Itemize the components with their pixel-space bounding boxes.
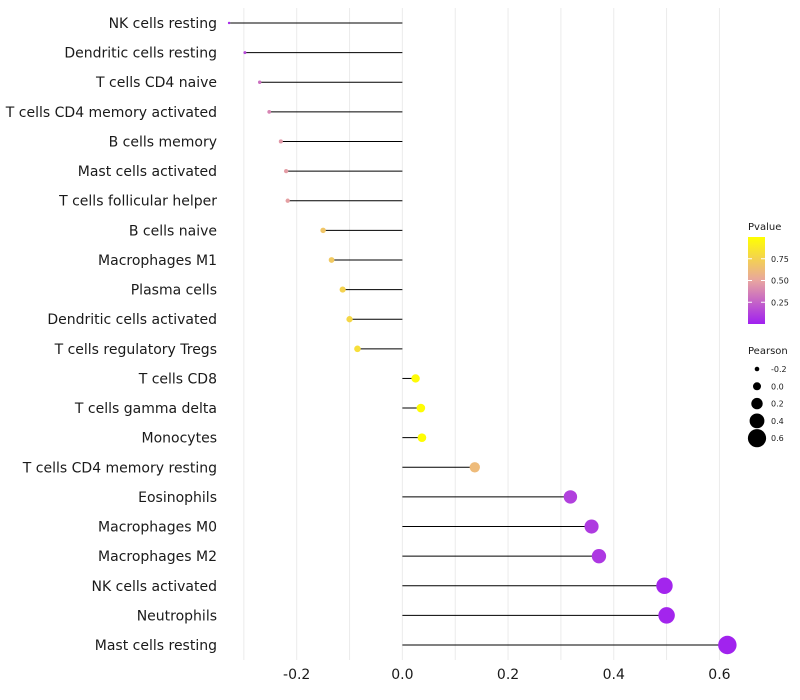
pvalue-legend: Pvalue 0.25 0.50 0.75 [748,222,789,324]
pearson-legend-key [747,429,767,448]
category-label: T cells CD4 memory activated [5,105,217,121]
grid-layer [243,8,720,660]
lollipop-dot [339,286,346,293]
category-labels: NK cells resting Dendritic cells resting T… [5,16,217,654]
pearson-legend-key [749,413,765,429]
category-label: Monocytes [142,431,217,447]
x-axis-ticks: -0.2 0.0 0.2 0.4 0.6 [283,667,731,683]
pearson-legend-label: 0.6 [771,434,784,443]
category-label: Dendritic cells resting [64,46,217,62]
pearson-legend-title: Pearson [748,346,788,357]
lollipop-dot [591,548,607,564]
lollipop-dot [328,257,335,263]
lollipop-dot [656,577,673,595]
category-label: Mast cells resting [95,638,217,654]
lollipop-dot [411,374,420,383]
pearson-legend-key [751,397,763,410]
pvalue-legend-title: Pvalue [748,222,781,233]
x-tick-label: 0.6 [708,667,730,683]
lollipop-dot [584,519,599,534]
lollipop-dot [283,168,289,174]
pearson-legend-label: -0.2 [771,365,787,374]
pvalue-legend-label: 0.50 [771,277,789,286]
category-label: T cells follicular helper [58,194,217,210]
lollipop-dot [563,490,578,504]
lollipop-dot [285,198,290,203]
category-label: Macrophages M2 [98,549,217,565]
category-label: Eosinophils [138,490,217,506]
category-label: NK cells activated [92,579,217,595]
category-label: B cells memory [109,134,217,150]
lollipop-dot [278,139,283,144]
pvalue-legend-label: 0.75 [771,255,789,264]
lollipop-dot [257,80,262,84]
pearson-legend: Pearson -0.2 0.0 0.2 0.4 0.6 [747,346,788,448]
category-label: Plasma cells [131,283,217,299]
category-label: Macrophages M0 [98,520,217,536]
lollipop-dot [658,607,675,624]
stem-layer [229,22,728,646]
category-label: Mast cells activated [78,164,217,180]
lollipop-dot [416,403,426,413]
x-tick-label: 0.4 [603,667,625,683]
category-label: T cells CD4 naive [95,75,217,91]
lollipop-dot [718,635,737,655]
lollipop-dot [469,462,480,473]
category-label: T cells regulatory Tregs [54,342,217,358]
lollipop-dot [354,345,361,353]
x-tick-label: 0.2 [497,667,519,683]
category-label: B cells naive [129,223,217,239]
lollipop-dot [417,433,427,442]
pvalue-legend-label: 0.25 [771,298,789,307]
x-tick-label: -0.2 [283,667,310,683]
category-label: T cells CD8 [138,371,217,387]
category-label: T cells gamma delta [74,401,217,417]
pearson-legend-key [754,366,760,372]
pvalue-colorbar [748,237,765,324]
x-tick-label: 0.0 [391,667,413,683]
pearson-legend-label: 0.2 [771,400,784,409]
pearson-legend-label: 0.4 [771,417,784,426]
dot-layer [227,21,737,655]
category-label: Macrophages M1 [98,253,217,269]
lollipop-dot [346,316,353,323]
category-label: Neutrophils [137,608,217,624]
category-label: NK cells resting [109,16,217,32]
category-label: T cells CD4 memory resting [22,460,217,476]
lollipop-dot [267,109,272,114]
category-label: Dendritic cells activated [47,312,217,328]
pearson-legend-key [752,382,762,391]
lollipop-dot [320,227,326,234]
pearson-legend-label: 0.0 [771,382,784,391]
lollipop-dot [227,21,231,25]
lollipop-dot [243,51,247,55]
